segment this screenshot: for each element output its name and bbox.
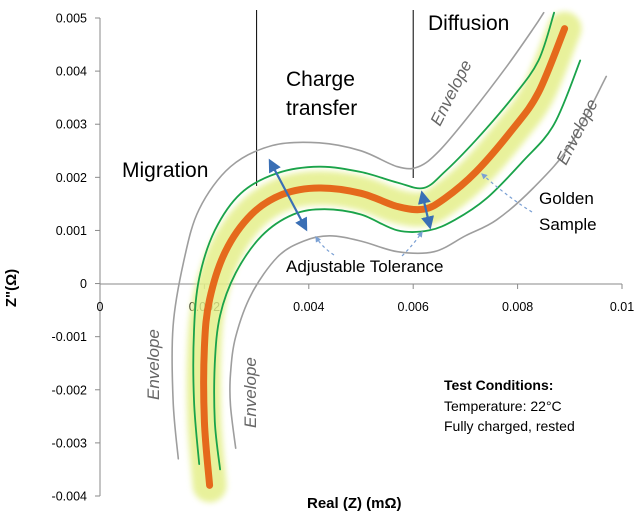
y-ticks: 0.005 0.004 0.003 0.002 0.001 0 -0.001 -0.002 -0… (52, 12, 100, 504)
golden-sample-pointer (481, 173, 533, 213)
x-tick-label: 0.008 (502, 300, 533, 314)
region-dividers (256, 10, 414, 186)
y-tick-label: 0.005 (56, 12, 87, 26)
y-tick-label: 0.003 (56, 118, 87, 132)
x-tick-label: 0 (97, 300, 104, 314)
y-tick-label: -0.002 (52, 383, 87, 397)
test-conditions-state: Fully charged, rested (444, 418, 575, 434)
y-tick-label: 0 (80, 277, 87, 291)
x-tick-label: 0.006 (398, 300, 429, 314)
x-axis-title: Real (Z) (mΩ) (307, 495, 402, 512)
upper-envelope-line (171, 11, 545, 460)
golden-sample-label-line2: Sample (539, 215, 597, 234)
adjustable-tolerance-label: Adjustable Tolerance (286, 257, 444, 276)
series-lines (171, 11, 608, 489)
lower-tolerance-line (213, 59, 582, 471)
y-axis-title: Z"(Ω) (3, 269, 20, 307)
envelope-label-left: Envelope (144, 329, 163, 400)
x-tick-label: 0.01 (610, 300, 634, 314)
tolerance-arrow-right (417, 190, 435, 230)
region-label-charge-line1: Charge (286, 68, 355, 91)
region-label-charge-line2: transfer (286, 97, 357, 120)
envelope-label-middle: Envelope (241, 357, 260, 428)
golden-sample-label-line1: Golden (539, 189, 594, 208)
y-tick-label: 0.002 (56, 171, 87, 185)
region-label-migration: Migration (122, 159, 208, 182)
region-label-diffusion: Diffusion (428, 12, 509, 35)
y-tick-label: -0.004 (52, 490, 87, 504)
envelope-label-upper-right: Envelope (427, 57, 476, 129)
tolerance-pointer-right (401, 231, 423, 257)
tolerance-pointer-left (315, 235, 335, 256)
test-conditions-title: Test Conditions: (444, 377, 553, 393)
tolerance-arrows (268, 158, 533, 257)
test-conditions-temperature: Temperature: 22°C (444, 398, 562, 414)
upper-tolerance-line (192, 11, 555, 465)
tolerance-arrow-left (268, 158, 308, 232)
golden-sample-line (200, 25, 569, 489)
lower-envelope-line (229, 75, 608, 449)
y-tick-label: -0.003 (52, 436, 87, 450)
envelope-label-lower-right: Envelope (553, 96, 602, 168)
x-tick-label: 0.004 (293, 300, 324, 314)
y-tick-label: -0.001 (52, 330, 87, 344)
y-tick-label: 0.001 (56, 224, 87, 238)
y-tick-label: 0.004 (56, 65, 87, 79)
